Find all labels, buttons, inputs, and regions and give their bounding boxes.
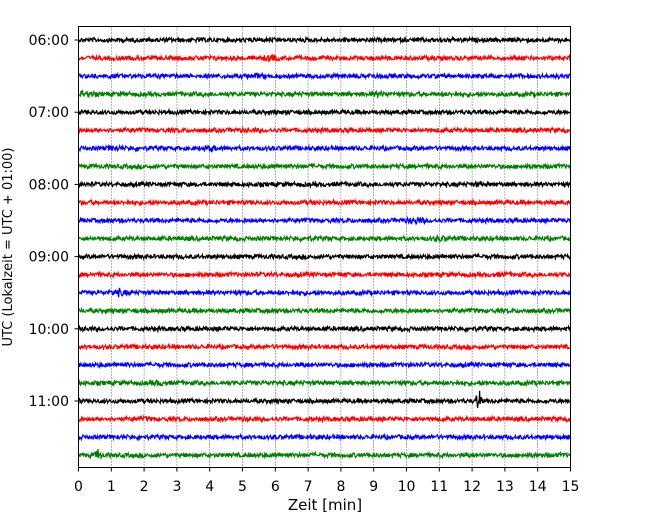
y-axis: 06:00 07:00 08:00 09:00 10:00 11:00 xyxy=(29,33,79,410)
trace-6 xyxy=(78,125,572,135)
trace-17 xyxy=(77,324,571,334)
trace-11 xyxy=(77,215,571,226)
x-tick-label: 2 xyxy=(140,479,149,495)
x-tick-label: 10 xyxy=(398,479,416,495)
x-tick-label: 6 xyxy=(271,479,280,495)
trace-22 xyxy=(78,414,571,424)
trace-5 xyxy=(77,107,572,117)
x-tick-label: 12 xyxy=(463,479,481,495)
trace-group xyxy=(77,35,572,460)
x-tick-label: 11 xyxy=(430,479,448,495)
x-tick-label: 1 xyxy=(107,479,116,495)
y-tick-label: 09:00 xyxy=(29,250,69,266)
trace-7 xyxy=(77,143,571,153)
trace-10 xyxy=(77,197,571,207)
x-tick-label: 4 xyxy=(205,479,214,495)
x-tick-label: 8 xyxy=(336,479,345,495)
y-tick-label: 06:00 xyxy=(29,33,69,49)
trace-20 xyxy=(78,378,571,388)
x-tick-label: 5 xyxy=(238,479,247,495)
trace-1 xyxy=(77,35,572,45)
y-tick-label: 10:00 xyxy=(29,322,69,338)
trace-9 xyxy=(78,179,571,190)
y-axis-label: UTC (Lokalzeit = UTC + 01:00) xyxy=(1,148,16,347)
trace-12 xyxy=(78,234,571,244)
trace-8 xyxy=(77,161,571,171)
trace-21 xyxy=(78,390,571,408)
x-tick-label: 3 xyxy=(172,479,181,495)
x-axis-label: Zeit [min] xyxy=(288,496,362,514)
trace-18 xyxy=(78,342,572,352)
x-tick-label: 7 xyxy=(304,479,313,495)
trace-14 xyxy=(78,270,572,280)
trace-23 xyxy=(78,432,572,442)
plot-frame xyxy=(78,26,571,468)
trace-3 xyxy=(77,71,572,81)
trace-24 xyxy=(77,448,572,460)
y-tick-label: 08:00 xyxy=(29,177,69,193)
trace-16 xyxy=(77,306,571,316)
x-tick-label: 13 xyxy=(496,479,514,495)
trace-4 xyxy=(78,89,571,100)
trace-13 xyxy=(78,252,571,262)
trace-19 xyxy=(77,360,571,370)
y-tick-label: 11:00 xyxy=(29,394,69,410)
x-tick-label: 0 xyxy=(74,479,83,495)
trace-15 xyxy=(77,287,571,298)
x-axis: 0 1 2 3 4 5 6 7 8 9 10 11 12 13 14 15 xyxy=(74,467,580,495)
x-tick-label: 9 xyxy=(369,479,378,495)
x-tick-label: 15 xyxy=(562,479,580,495)
y-tick-label: 07:00 xyxy=(29,105,69,121)
x-tick-label: 14 xyxy=(529,479,547,495)
trace-2 xyxy=(77,53,571,63)
